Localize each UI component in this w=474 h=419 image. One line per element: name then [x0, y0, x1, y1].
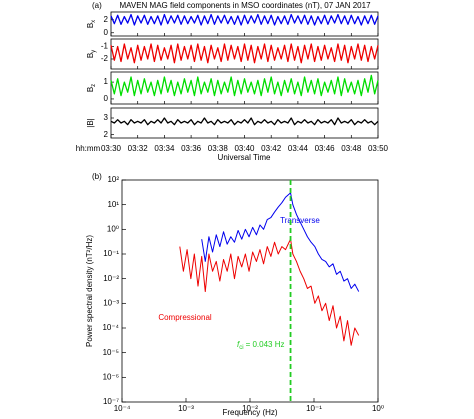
line-series: [110, 74, 379, 97]
x-tick-label: 03:46: [315, 144, 336, 153]
line-series: [201, 192, 360, 292]
y-axis-label-main: B: [86, 87, 95, 92]
annotation-symbol: f: [237, 340, 240, 349]
x-tick-label: 03:50: [368, 144, 389, 153]
annotation: fci = 0.043 Hz: [237, 340, 285, 350]
x-tick-label: 10⁻²: [242, 404, 258, 413]
y-tick-label: 1: [104, 77, 109, 86]
y-axis-label-sub: x: [91, 20, 97, 23]
annotation-subscript: ci: [239, 345, 243, 351]
x-tick-label: 03:40: [234, 144, 255, 153]
x-axis-title: Universal Time: [218, 153, 271, 162]
y-tick-label: 0: [104, 28, 109, 37]
y-tick-label: 10⁻⁴: [102, 323, 119, 332]
y-axis-label: Bx: [86, 20, 96, 28]
y-axis-label: By: [86, 50, 96, 58]
line-series: [179, 238, 360, 346]
y-tick-label: -1: [101, 42, 109, 51]
x-tick-label: 03:42: [261, 144, 282, 153]
line-series: [110, 117, 379, 126]
y-axis-label: |B|: [86, 118, 95, 128]
y-tick-label: 10⁰: [107, 224, 119, 233]
y-tick-label: 10⁻⁵: [103, 348, 119, 357]
y-axis-label-sub: y: [91, 50, 97, 53]
x-tick-label: 10⁻⁴: [114, 404, 131, 413]
x-axis-prefix: hh:mm: [76, 144, 101, 153]
annotation-text: = 0.043 Hz: [246, 340, 285, 349]
series-label: Compressional: [158, 313, 212, 322]
x-tick-label: 03:30: [101, 144, 122, 153]
y-axis-title: Power spectral density (nT²/Hz): [85, 235, 94, 347]
x-axis-title: Frequency (Hz): [222, 408, 277, 417]
y-tick-label: 10⁻⁷: [103, 397, 119, 406]
x-tick-label: 03:32: [128, 144, 149, 153]
y-tick-label: 2: [104, 15, 109, 24]
x-tick-label: 03:38: [208, 144, 229, 153]
panel-label: (b): [92, 172, 102, 181]
x-tick-label: 03:34: [154, 144, 175, 153]
y-axis-label-main: B: [86, 53, 95, 58]
y-tick-label: 10²: [107, 175, 119, 184]
y-tick-label: 2: [104, 130, 109, 139]
x-tick-label: 03:36: [181, 144, 202, 153]
x-tick-label: 10⁻¹: [306, 404, 322, 413]
y-tick-label: 10⁻³: [103, 298, 119, 307]
y-tick-label: 10⁻¹: [103, 249, 119, 258]
y-axis-label: Bz: [86, 84, 96, 92]
line-series: [110, 43, 379, 64]
y-tick-label: 3: [104, 113, 109, 122]
panel-label: (a): [92, 1, 102, 10]
series-label: Transverse: [280, 216, 320, 225]
y-tick-label: -2: [101, 54, 109, 63]
x-tick-label: 10⁻³: [178, 404, 194, 413]
y-axis-label-main: B: [86, 23, 95, 28]
y-tick-label: 0: [104, 94, 109, 103]
x-tick-label: 03:48: [341, 144, 362, 153]
y-axis-label-sub: z: [91, 84, 97, 87]
y-tick-label: 10¹: [107, 200, 119, 209]
x-tick-label: 03:44: [288, 144, 309, 153]
chart-title: MAVEN MAG field components in MSO coordi…: [119, 1, 371, 10]
x-tick-label: 10⁰: [372, 404, 384, 413]
line-series: [110, 13, 379, 26]
y-axis-label-main: |B|: [86, 118, 95, 128]
y-tick-label: 10⁻²: [103, 274, 119, 283]
y-tick-label: 10⁻⁶: [103, 372, 119, 381]
